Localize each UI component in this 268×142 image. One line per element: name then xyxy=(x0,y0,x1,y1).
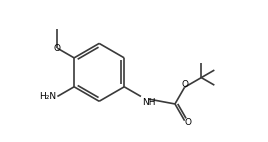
Text: H₂N: H₂N xyxy=(39,92,56,101)
Text: NH: NH xyxy=(142,98,156,107)
Text: O: O xyxy=(185,117,192,127)
Text: O: O xyxy=(181,80,188,88)
Text: O: O xyxy=(54,44,61,53)
